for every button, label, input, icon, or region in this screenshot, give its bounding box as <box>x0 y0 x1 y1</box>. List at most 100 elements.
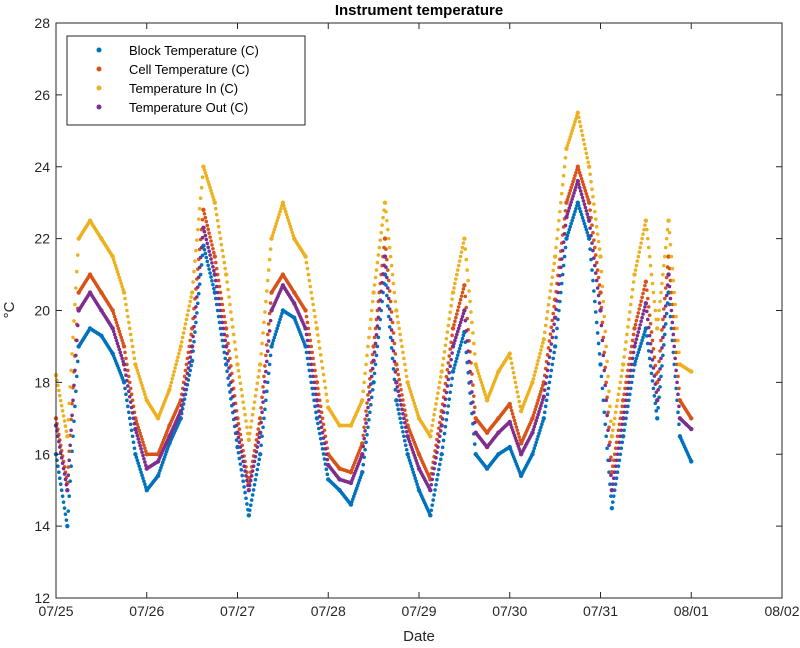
series-dot <box>543 381 548 386</box>
series-dot <box>580 195 585 200</box>
series-dot <box>559 257 564 261</box>
series-dot <box>370 388 375 392</box>
series-dot <box>538 392 542 397</box>
series-dot <box>70 352 74 356</box>
series-dot <box>71 335 75 340</box>
data-point <box>178 408 183 414</box>
series-dot <box>206 245 210 250</box>
series-dot <box>277 320 281 325</box>
series-dot <box>658 385 662 389</box>
data-point <box>598 254 603 259</box>
data-point <box>462 236 467 241</box>
series-dot <box>640 295 644 300</box>
data-point <box>121 344 127 349</box>
series-dot <box>267 257 272 262</box>
series-dot <box>563 223 568 228</box>
series-dot <box>452 323 456 327</box>
series-dot <box>638 303 643 307</box>
series-dot <box>578 209 583 214</box>
series-dot <box>395 385 400 389</box>
series-dot <box>604 398 608 403</box>
series-dot <box>113 263 118 268</box>
series-dot <box>230 325 235 329</box>
series-dot <box>668 242 673 247</box>
series-dot <box>559 281 564 286</box>
series-dot <box>73 368 77 373</box>
series-dot <box>404 374 409 379</box>
series-dot <box>602 410 607 415</box>
series-dot <box>593 209 597 214</box>
series-dot <box>664 275 669 280</box>
series-dot <box>429 482 434 487</box>
series-dot <box>210 261 214 265</box>
series-dot <box>535 362 539 367</box>
data-point <box>586 218 592 223</box>
series-dot <box>625 332 629 337</box>
series-dot <box>403 438 407 443</box>
series-dot <box>593 217 598 221</box>
data-point <box>257 430 263 435</box>
series-dot <box>226 341 230 346</box>
series-dot <box>273 332 278 337</box>
series-dot <box>511 370 516 375</box>
series-dot <box>131 416 136 421</box>
series-dot <box>535 415 539 420</box>
data-point <box>643 218 649 223</box>
series-dot <box>597 247 602 251</box>
series-dot <box>662 254 667 259</box>
data-point <box>405 452 410 457</box>
series-dot <box>622 355 626 359</box>
series-dot <box>432 466 436 471</box>
series-dot <box>321 372 326 377</box>
series-dot <box>255 445 260 449</box>
series-dot <box>319 441 324 446</box>
series-dot <box>176 355 180 360</box>
series-dot <box>262 374 266 379</box>
series-dot <box>532 373 537 377</box>
series-dot <box>674 368 678 373</box>
series-dot <box>560 182 565 187</box>
series-dot <box>673 302 677 307</box>
series-dot <box>589 257 593 262</box>
series-dot <box>136 371 141 376</box>
series-dot <box>247 483 252 488</box>
series-dot <box>619 374 624 379</box>
series-dot <box>480 383 485 388</box>
series-dot <box>662 343 666 347</box>
series-dot <box>545 309 550 314</box>
series-dot <box>415 482 419 486</box>
series-dot <box>437 434 442 439</box>
series-dot <box>230 394 235 399</box>
data-point <box>133 362 138 367</box>
series-dot <box>670 302 675 307</box>
series-dot <box>361 389 366 394</box>
series-dot <box>577 170 582 175</box>
data-point <box>450 369 456 374</box>
series-dot <box>591 278 595 283</box>
legend: Block Temperature (C)Cell Temperature (C… <box>66 35 306 126</box>
series-dot <box>313 368 317 373</box>
series-dot <box>255 467 260 472</box>
series-dot <box>188 355 193 360</box>
series-dot <box>434 402 438 406</box>
series-dot <box>627 362 631 367</box>
series-dot <box>460 290 465 295</box>
data-point <box>314 380 320 385</box>
series-dot <box>477 374 482 379</box>
series-dot <box>309 344 314 349</box>
series-dot <box>186 350 191 355</box>
series-dot <box>447 370 452 375</box>
series-dot <box>612 416 617 421</box>
series-dot <box>646 325 651 330</box>
data-point <box>620 398 626 403</box>
series-dot <box>605 359 609 364</box>
series-dot <box>56 383 60 388</box>
series-dot <box>75 323 80 328</box>
series-dot <box>638 344 643 349</box>
series-dot <box>226 376 230 380</box>
series-dot <box>671 278 676 283</box>
series-dot <box>120 338 124 343</box>
series-dot <box>264 398 268 403</box>
series-dot <box>546 386 551 391</box>
series-dot <box>393 299 398 304</box>
